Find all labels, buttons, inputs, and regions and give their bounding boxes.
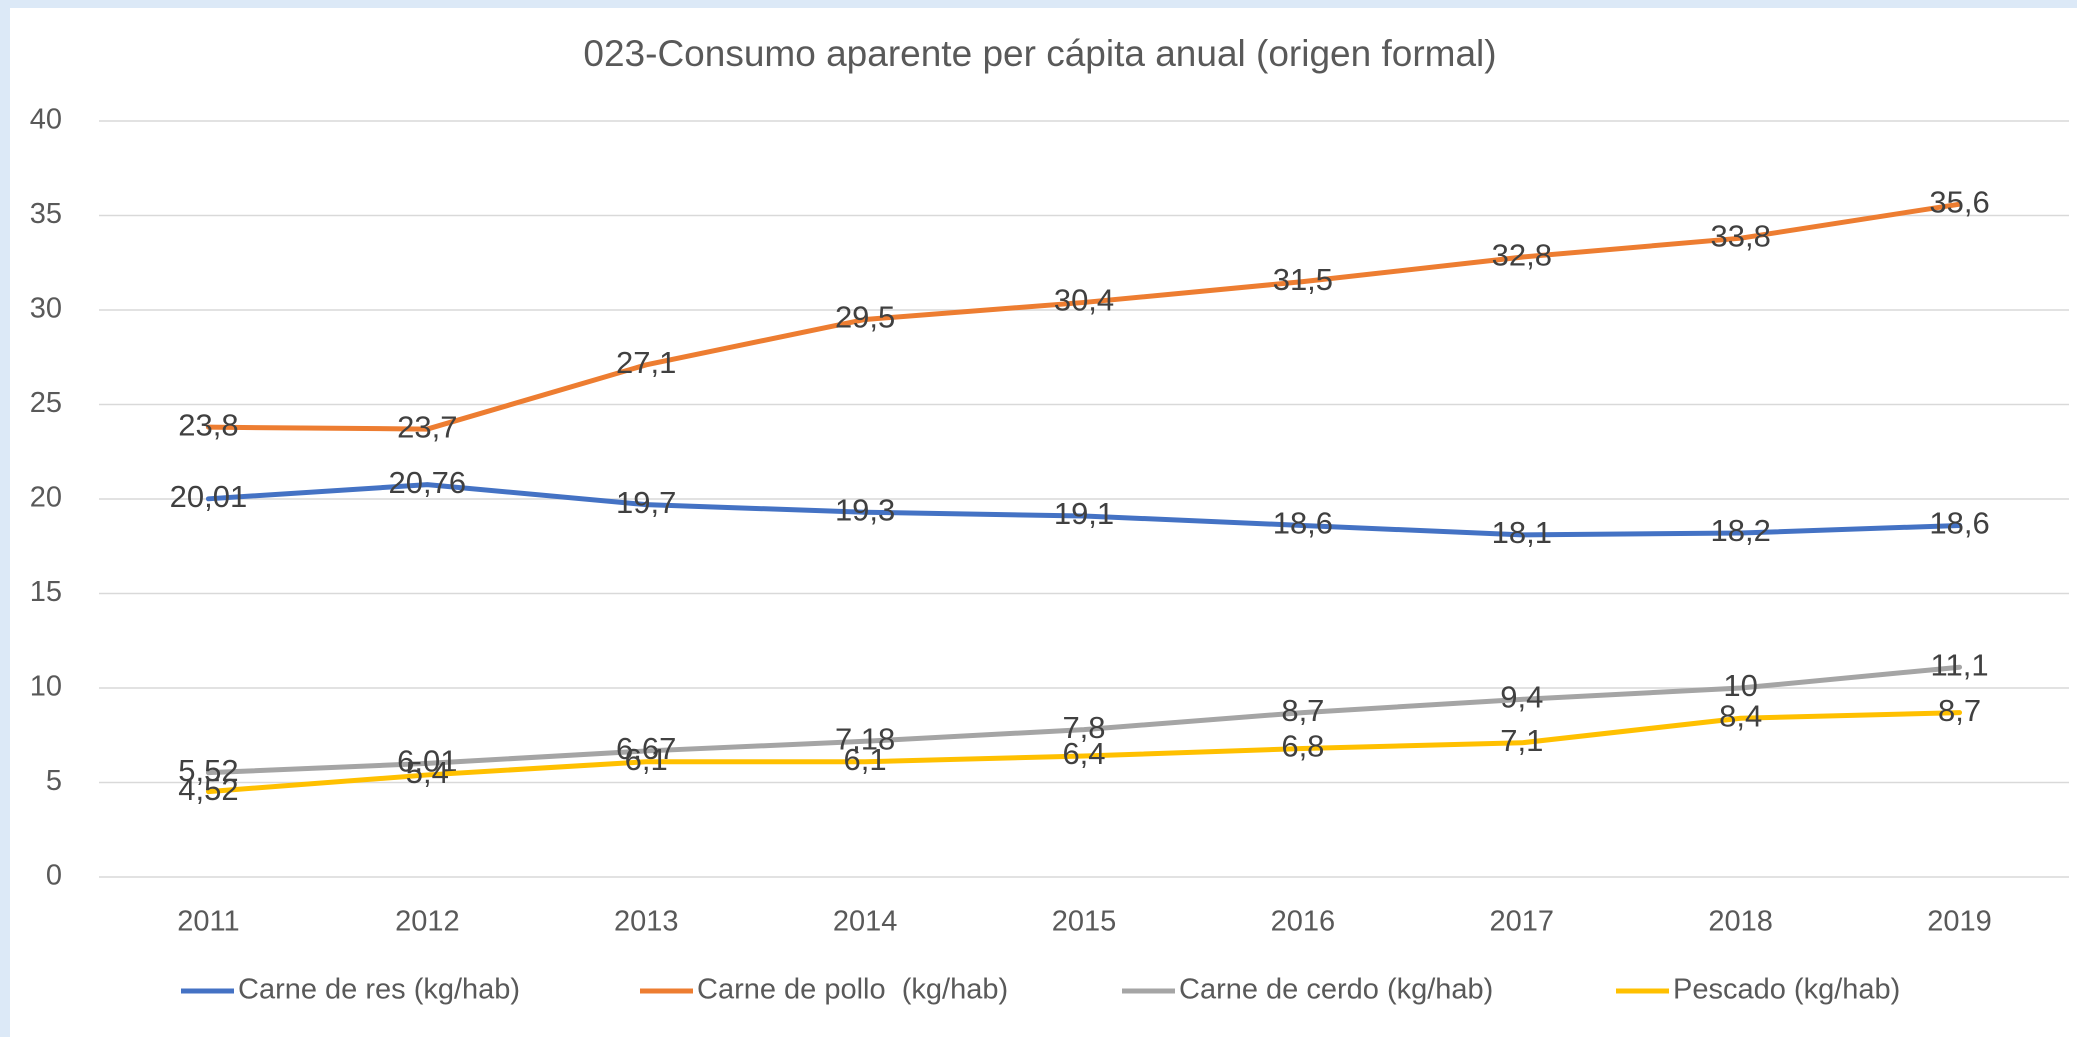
data-label: 35,6 (1929, 184, 1989, 219)
x-tick-label: 2018 (1708, 906, 1773, 938)
data-label: 18,6 (1929, 506, 1989, 541)
data-label: 7,18 (835, 721, 895, 756)
data-label: 18,6 (1273, 506, 1333, 541)
data-label: 19,3 (835, 492, 895, 527)
y-tick-label: 20 (30, 482, 62, 514)
series-line (205, 482, 1963, 538)
data-label: 6,4 (1062, 736, 1105, 771)
y-tick-label: 30 (30, 293, 62, 325)
chart-title: 023-Consumo aparente per cápita anual (o… (583, 33, 1496, 74)
y-tick-label: 35 (30, 198, 62, 230)
data-label: 8,7 (1938, 693, 1981, 728)
x-tick-label: 2011 (177, 906, 239, 938)
data-label: 7,1 (1500, 723, 1543, 758)
data-label: 5,52 (178, 753, 238, 788)
legend-label: Carne de res (kg/hab) (238, 974, 520, 1006)
x-tick-label: 2014 (833, 906, 898, 938)
data-label: 20,01 (170, 479, 248, 514)
data-label: 18,1 (1492, 515, 1552, 550)
data-label: 6,1 (625, 742, 668, 777)
y-tick-label: 25 (30, 387, 62, 419)
data-label: 20,76 (389, 465, 467, 500)
series-line (205, 710, 1963, 795)
data-label: 11,1 (1931, 647, 1989, 682)
y-tick-label: 15 (30, 576, 62, 608)
data-label: 6,8 (1281, 729, 1324, 764)
data-label: 8,7 (1281, 693, 1324, 728)
legend-label: Pescado (kg/hab) (1673, 974, 1900, 1006)
y-tick-label: 5 (46, 765, 62, 797)
data-label: 19,1 (1054, 496, 1114, 531)
data-label: 31,5 (1273, 262, 1333, 297)
x-tick-label: 2015 (1052, 906, 1117, 938)
data-label: 29,5 (835, 300, 895, 335)
y-tick-label: 40 (30, 104, 62, 136)
chart-area (10, 8, 2077, 1037)
data-label: 9,4 (1500, 680, 1543, 715)
data-label: 10 (1723, 668, 1757, 703)
data-label: 6,1 (844, 742, 887, 777)
y-tick-label: 0 (46, 860, 62, 892)
data-label: 7,8 (1062, 710, 1105, 745)
data-label: 23,7 (397, 409, 457, 444)
data-label: 19,7 (616, 485, 676, 520)
data-label: 4,52 (178, 772, 238, 807)
x-tick-label: 2016 (1271, 906, 1336, 938)
data-label: 5,4 (406, 755, 449, 790)
data-label: 30,4 (1054, 283, 1114, 318)
data-label: 8,4 (1719, 698, 1762, 733)
x-tick-label: 2017 (1490, 906, 1555, 938)
data-label: 18,2 (1710, 513, 1770, 548)
data-label: 27,1 (616, 345, 676, 380)
series-line (205, 201, 1963, 432)
x-tick-label: 2019 (1927, 906, 1992, 938)
y-tick-label: 10 (30, 671, 62, 703)
data-label: 32,8 (1492, 237, 1552, 272)
legend-label: Carne de pollo (kg/hab) (697, 974, 1008, 1006)
legend-label: Carne de cerdo (kg/hab) (1179, 974, 1493, 1006)
x-tick-label: 2012 (395, 906, 460, 938)
data-label: 23,8 (178, 407, 238, 442)
data-label: 33,8 (1710, 218, 1770, 253)
x-tick-label: 2013 (614, 906, 679, 938)
series-line (205, 664, 1963, 776)
